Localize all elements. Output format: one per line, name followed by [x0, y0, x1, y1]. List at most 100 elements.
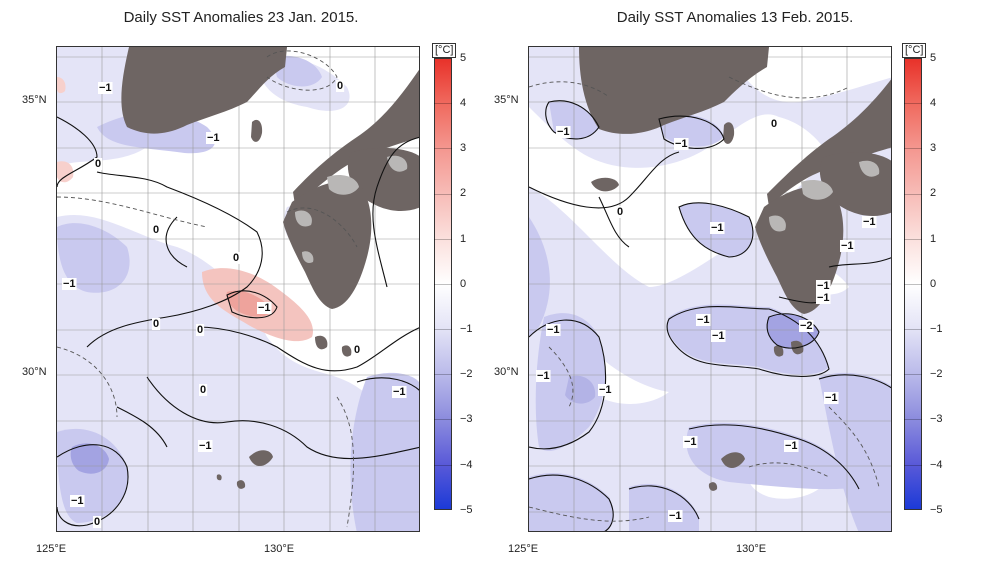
anomaly-area-minus-1 — [686, 422, 859, 490]
contour-label: 0 — [200, 384, 206, 396]
contour-label: −1 — [207, 132, 220, 144]
lon-label-130e: 130°E — [264, 543, 295, 555]
lakes — [295, 155, 408, 263]
anomaly-area-minus-1 — [529, 217, 550, 337]
contour-label: −1 — [841, 240, 854, 252]
contour-label: −1 — [817, 280, 830, 292]
contour-label: −1 — [63, 278, 76, 290]
anomaly-area-plus — [57, 77, 66, 94]
colorbar-tick: −2 — [930, 368, 943, 380]
anomaly-area-minus-1 — [529, 473, 614, 531]
jeju-island — [591, 177, 619, 192]
dashed-contours — [529, 76, 880, 522]
colorbar-tick: −5 — [460, 504, 473, 516]
contour-label: −1 — [711, 222, 724, 234]
lat-label-35n: 35°N — [494, 94, 519, 106]
anomaly-area-zero — [529, 107, 829, 287]
contour-label: −1 — [393, 386, 406, 398]
colorbar-tick: −1 — [930, 323, 943, 335]
contour-label: 0 — [233, 252, 239, 264]
contour-label: −1 — [547, 324, 560, 336]
contour-label: −1 — [557, 126, 570, 138]
colorbar-tick: −2 — [460, 368, 473, 380]
colorbar-tick: −1 — [460, 323, 473, 335]
colorbar — [904, 58, 922, 510]
contour-label: 0 — [354, 344, 360, 356]
contour-label: −1 — [785, 440, 798, 452]
map-title: Daily SST Anomalies 23 Jan. 2015. — [123, 9, 359, 26]
contour-label: −1 — [697, 314, 710, 326]
amami-island — [249, 450, 273, 467]
colorbar-tick: 3 — [930, 142, 937, 154]
contour-label: 0 — [337, 80, 343, 92]
tsushima — [251, 119, 263, 142]
colorbar-tick: 0 — [460, 278, 467, 290]
colorbar-tick: 2 — [930, 187, 937, 199]
panel-13-feb: Daily SST Anomalies 13 Feb. 2015. — [494, 0, 988, 568]
map-title: Daily SST Anomalies 13 Feb. 2015. — [616, 9, 854, 26]
colorbar — [434, 58, 452, 510]
sst-map-svg: −1 −1 0 0 −1 −1 −1 −1 −1 −2 −1 −1 −1 −1 … — [529, 47, 891, 531]
contour-label: 0 — [771, 118, 777, 130]
contour-label: 0 — [197, 324, 203, 336]
lon-label-130e: 130°E — [736, 543, 767, 555]
colorbar-tick: 5 — [460, 52, 467, 64]
korea-peninsula — [121, 47, 287, 134]
contour-label: −1 — [712, 330, 725, 342]
sst-map: −1 0 −1 0 0 0 −1 −1 0 0 0 0 −1 −1 0 −1 — [56, 46, 420, 532]
contour-label: −1 — [537, 370, 550, 382]
amami-island — [721, 452, 745, 469]
contour-label: 0 — [95, 158, 101, 170]
sst-map: −1 −1 0 0 −1 −1 −1 −1 −1 −2 −1 −1 −1 −1 … — [528, 46, 892, 532]
colorbar-tick: −5 — [930, 504, 943, 516]
sst-map-svg: −1 0 −1 0 0 0 −1 −1 0 0 0 0 −1 −1 0 −1 — [57, 47, 419, 531]
colorbar-tick: 2 — [460, 187, 467, 199]
contour-label: −1 — [99, 82, 112, 94]
contour-label: 0 — [617, 206, 623, 218]
anomaly-area-plus — [57, 161, 74, 183]
contour-label: −1 — [199, 440, 212, 452]
contour-label: −1 — [863, 216, 876, 228]
panel-23-jan: Daily SST Anomalies 23 Jan. 2015. — [22, 9, 473, 555]
colorbar-unit: [°C] — [902, 43, 927, 58]
anomaly-area-minus-1 — [350, 372, 419, 531]
lat-label-30n: 30°N — [494, 366, 519, 378]
colorbar-tick: 3 — [460, 142, 467, 154]
colorbar-tick: −4 — [930, 459, 943, 471]
contour-label: −1 — [675, 138, 688, 150]
anomaly-area-minus-1 — [57, 223, 130, 293]
contour-label: −1 — [71, 495, 84, 507]
contour-label: −1 — [817, 292, 830, 304]
island — [216, 474, 222, 481]
lat-label-30n: 30°N — [22, 366, 47, 378]
contour-label: −2 — [800, 320, 813, 332]
lon-label-125e: 125°E — [36, 543, 67, 555]
yakushima — [315, 335, 328, 350]
anomaly-area-light — [57, 215, 419, 531]
anomaly-area-zero — [729, 47, 891, 103]
colorbar-tick: 0 — [930, 278, 937, 290]
colorbar-tick: −3 — [460, 413, 473, 425]
honshu — [293, 69, 419, 205]
contour-labels: −1 −1 0 0 −1 −1 −1 −1 −1 −2 −1 −1 −1 −1 … — [536, 118, 877, 522]
contour-labels: −1 0 −1 0 0 0 −1 −1 0 0 0 0 −1 −1 0 −1 — [62, 80, 407, 528]
tsushima — [723, 122, 735, 144]
contour-label: −1 — [825, 392, 838, 404]
island — [236, 480, 246, 489]
island — [773, 345, 784, 357]
colorbar-tick: 1 — [930, 233, 937, 245]
lakes — [769, 160, 880, 232]
contour-label: −1 — [684, 436, 697, 448]
lon-label-125e: 125°E — [508, 543, 539, 555]
colorbar-tick: 1 — [460, 233, 467, 245]
contour-label: 0 — [153, 318, 159, 330]
anomaly-area-minus-1 — [819, 372, 891, 531]
lat-label-35n: 35°N — [22, 94, 47, 106]
colorbar-tick: −4 — [460, 459, 473, 471]
colorbar-tick: 5 — [930, 52, 937, 64]
colorbar-tick: 4 — [460, 97, 467, 109]
colorbar-tick: −3 — [930, 413, 943, 425]
dashed-contours — [57, 50, 358, 528]
colorbar-tick: 4 — [930, 97, 937, 109]
island — [708, 482, 718, 491]
